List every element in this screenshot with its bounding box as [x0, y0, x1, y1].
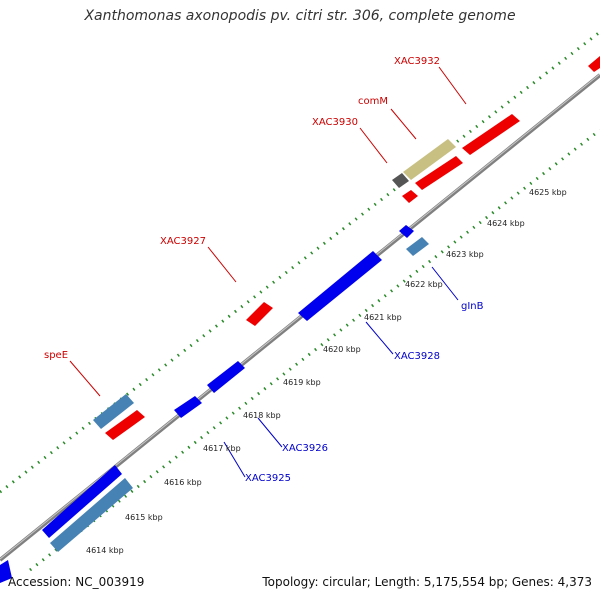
gene-speE-partner[interactable] — [93, 394, 134, 429]
gene-XAC3932[interactable] — [462, 114, 520, 155]
gene-forward-3931[interactable] — [415, 156, 463, 190]
gene-reverse-4618[interactable] — [174, 396, 202, 418]
lower-ruler-line — [29, 128, 600, 572]
tick-label: 4616 kbp — [164, 478, 202, 487]
gene-reverse-corner[interactable] — [0, 560, 12, 583]
label-XAC3925: XAC3925 — [245, 473, 291, 484]
map-title: Xanthomonas axonopodis pv. citri str. 30… — [84, 8, 516, 24]
gene-forward-far-right[interactable] — [588, 56, 600, 72]
tick-label: 4624 kbp — [487, 219, 525, 228]
label-XAC3927: XAC3927 — [160, 236, 206, 247]
tick-label: 4621 kbp — [364, 313, 402, 322]
genome-backbone — [0, 73, 600, 562]
tick-label: 4614 kbp — [86, 546, 124, 555]
label-XAC3926: XAC3926 — [282, 443, 328, 454]
gene-forward-small-1[interactable] — [402, 190, 418, 203]
accession-text: Accession: NC_003919 — [8, 575, 145, 589]
gene-XAC3925[interactable] — [42, 465, 122, 538]
reverse-label-leaders — [223, 266, 459, 478]
gene-speE[interactable] — [105, 410, 145, 440]
label-XAC3932: XAC3932 — [394, 56, 440, 67]
tick-label: 4615 kbp — [125, 513, 163, 522]
label-XAC3928: XAC3928 — [394, 351, 440, 362]
genome-backbone-highlight — [0, 73, 600, 560]
tick-label: 4620 kbp — [323, 345, 361, 354]
label-speE: speE — [44, 350, 68, 361]
gene-XAC3926[interactable] — [207, 361, 245, 393]
gene-gInB[interactable] — [406, 237, 429, 256]
gene-reverse-small[interactable] — [399, 225, 414, 238]
gene-XAC3927[interactable] — [246, 302, 273, 326]
gene-reverse-steel[interactable] — [50, 478, 133, 552]
tick-label: 4622 kbp — [405, 280, 443, 289]
label-XAC3930: XAC3930 — [312, 117, 358, 128]
tick-label: 4619 kbp — [283, 378, 321, 387]
forward-label-leaders — [69, 66, 467, 397]
reverse-genes — [0, 225, 414, 583]
tick-label: 4625 kbp — [529, 188, 567, 197]
kbp-ticks: 4614 kbp 4615 kbp 4616 kbp 4617 kbp 4618… — [86, 188, 567, 555]
gene-comM[interactable] — [403, 139, 456, 180]
label-gInB: gInB — [461, 301, 484, 312]
gene-XAC3930[interactable] — [392, 173, 409, 188]
upper-ruler-line — [0, 30, 600, 494]
tick-label: 4617 kbp — [203, 444, 241, 453]
gene-XAC3928[interactable] — [298, 251, 382, 321]
tick-label: 4618 kbp — [243, 411, 281, 420]
forward-genes — [105, 56, 600, 440]
label-comM: comM — [358, 96, 388, 107]
topology-text: Topology: circular; Length: 5,175,554 bp… — [262, 575, 592, 589]
tick-label: 4623 kbp — [446, 250, 484, 259]
